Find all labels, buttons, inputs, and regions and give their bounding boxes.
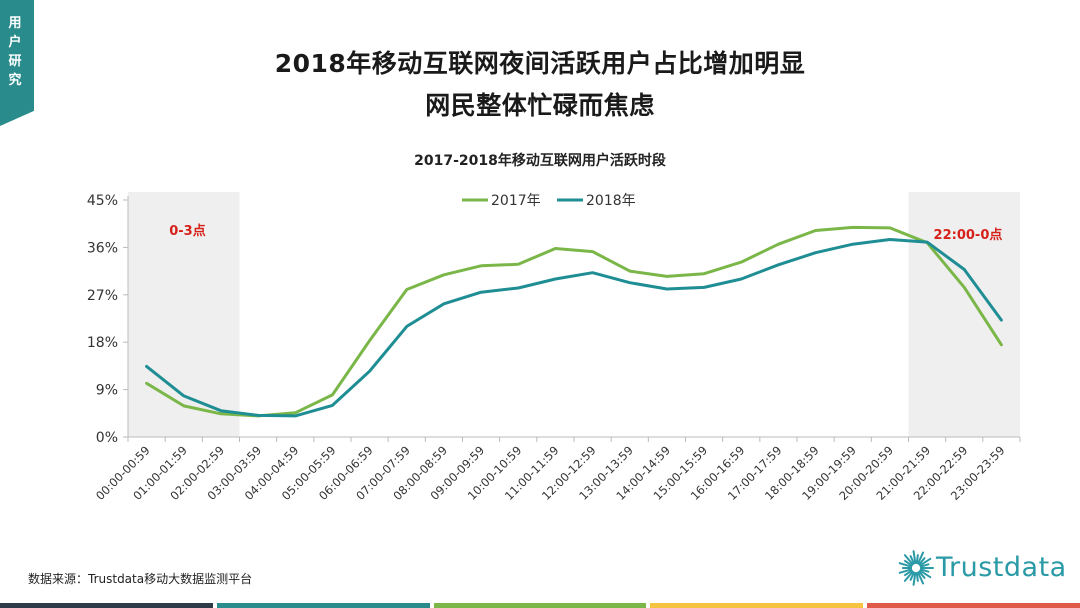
y-tick-label: 9%	[96, 383, 118, 399]
bottom-bar-segment	[216, 603, 430, 608]
y-tick-label: 0%	[96, 430, 118, 446]
shaded-region	[908, 192, 1020, 437]
logo-ray	[919, 557, 932, 567]
side-tab-label: 用户研究	[8, 16, 22, 88]
logo-ray	[903, 554, 914, 566]
logo-ray	[919, 563, 930, 568]
logo-burst-icon	[898, 550, 934, 586]
logo-ray	[918, 557, 926, 566]
logo-ray	[898, 562, 913, 568]
series-line	[145, 238, 1003, 418]
logo-ray	[903, 570, 914, 582]
region-annotation: 0-3点	[169, 223, 206, 239]
line-chart: 0%9%18%27%36%45%00:00-00:5901:00-01:5902…	[87, 192, 1021, 503]
series-line	[145, 225, 1003, 418]
logo-ray	[915, 554, 919, 565]
logo-ray	[919, 569, 932, 579]
logo-ray	[917, 571, 925, 585]
logo-ray	[912, 571, 917, 586]
logo-ray	[919, 568, 930, 573]
trustdata-logo: Trustdata	[896, 538, 1068, 594]
bottom-bar-segment	[0, 603, 213, 608]
logo-ray	[898, 568, 913, 574]
logo-ray	[904, 569, 913, 577]
y-tick-label: 27%	[87, 288, 118, 304]
region-annotation: 22:00-0点	[934, 227, 1003, 243]
chart-title: 2017-2018年移动互联网用户活跃时段	[414, 153, 666, 169]
logo-ray	[904, 559, 913, 567]
y-tick-label: 36%	[87, 240, 118, 256]
logo-ray	[915, 571, 919, 582]
legend-label: 2017年	[491, 193, 541, 209]
page-subtitle: 网民整体忙碌而焦虑	[425, 91, 655, 120]
side-tab: 用户研究	[0, 0, 34, 126]
logo-ray	[917, 551, 925, 565]
y-tick-label: 45%	[87, 193, 118, 209]
page-title: 2018年移动互联网夜间活跃用户占比增加明显	[274, 49, 806, 78]
bottom-bar-segment	[433, 603, 647, 608]
y-tick-label: 18%	[87, 335, 118, 351]
logo-ray	[918, 570, 926, 579]
logo-text: Trustdata	[936, 552, 1067, 583]
data-source: 数据来源：Trustdata移动大数据监测平台	[28, 572, 253, 586]
logo-ray	[909, 571, 915, 581]
logo-ray	[912, 550, 917, 565]
bottom-bar-segment	[650, 603, 864, 608]
legend-label: 2018年	[586, 193, 636, 209]
logo-ray	[909, 555, 915, 565]
bottom-color-bar	[0, 603, 1080, 608]
bottom-bar-segment	[867, 603, 1080, 608]
